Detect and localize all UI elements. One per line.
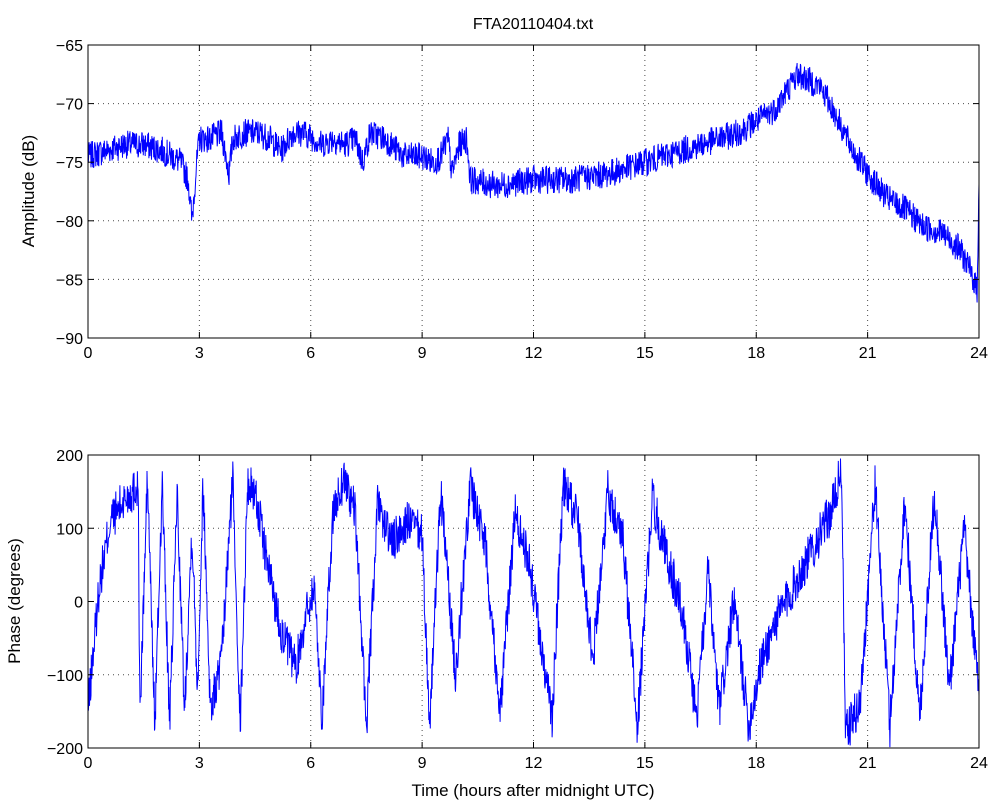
amplitude-grid bbox=[88, 45, 979, 338]
amplitude-y-tick-label: −80 bbox=[56, 214, 83, 231]
amplitude-x-tick-label: 3 bbox=[195, 345, 204, 362]
amplitude-y-tick-label: −75 bbox=[56, 155, 83, 172]
amplitude-y-tick-label: −65 bbox=[56, 38, 83, 55]
amplitude-y-tick-label: −90 bbox=[56, 331, 83, 348]
phase-y-tick-label: 200 bbox=[56, 448, 83, 465]
amplitude-series bbox=[87, 62, 980, 303]
amplitude-panel: 0 3 6 9 12 15 18 21 24 −65 −70 −75 −80 −85 −90 FTA2011… bbox=[19, 16, 988, 362]
amplitude-x-tick-label: 12 bbox=[525, 345, 543, 362]
phase-x-tick-label: 21 bbox=[859, 755, 877, 772]
phase-x-tick-label: 24 bbox=[970, 755, 988, 772]
x-axis-label: Time (hours after midnight UTC) bbox=[411, 781, 654, 800]
amplitude-series-line bbox=[87, 62, 980, 303]
phase-y-tick-label: −200 bbox=[47, 741, 83, 758]
phase-x-tick-label: 12 bbox=[525, 755, 543, 772]
phase-y-tick-label: −100 bbox=[47, 668, 83, 685]
phase-panel: 0 3 6 9 12 15 18 21 24 200 100 0 −100 −200 Phase (deg… bbox=[5, 448, 988, 800]
phase-x-tick-label: 9 bbox=[418, 755, 427, 772]
amplitude-x-tick-label: 24 bbox=[970, 345, 988, 362]
amplitude-y-axis-label: Amplitude (dB) bbox=[19, 135, 38, 247]
phase-series bbox=[87, 458, 980, 748]
amplitude-y-tick-label: −70 bbox=[56, 97, 83, 114]
amplitude-x-tick-label: 15 bbox=[636, 345, 654, 362]
phase-y-tick-label: 0 bbox=[74, 595, 83, 612]
phase-y-axis-label: Phase (degrees) bbox=[5, 538, 24, 664]
chart-title: FTA20110404.txt bbox=[473, 16, 594, 33]
amplitude-x-tick-label: 0 bbox=[84, 345, 93, 362]
amplitude-x-tick-label: 6 bbox=[306, 345, 315, 362]
phase-y-tick-label: 100 bbox=[56, 521, 83, 538]
phase-x-tick-label: 15 bbox=[636, 755, 654, 772]
phase-x-tick-label: 3 bbox=[195, 755, 204, 772]
phase-x-tick-label: 18 bbox=[747, 755, 765, 772]
amplitude-y-tick-label: −85 bbox=[56, 272, 83, 289]
amplitude-x-tick-label: 9 bbox=[418, 345, 427, 362]
amplitude-x-tick-label: 21 bbox=[859, 345, 877, 362]
phase-series-line bbox=[87, 458, 980, 748]
amplitude-ticks: 0 3 6 9 12 15 18 21 24 −65 −70 −75 −80 −85 −90 bbox=[56, 38, 988, 362]
amplitude-x-tick-label: 18 bbox=[747, 345, 765, 362]
phase-x-tick-label: 6 bbox=[306, 755, 315, 772]
phase-ticks: 0 3 6 9 12 15 18 21 24 200 100 0 −100 −200 bbox=[47, 448, 988, 772]
phase-x-tick-label: 0 bbox=[84, 755, 93, 772]
